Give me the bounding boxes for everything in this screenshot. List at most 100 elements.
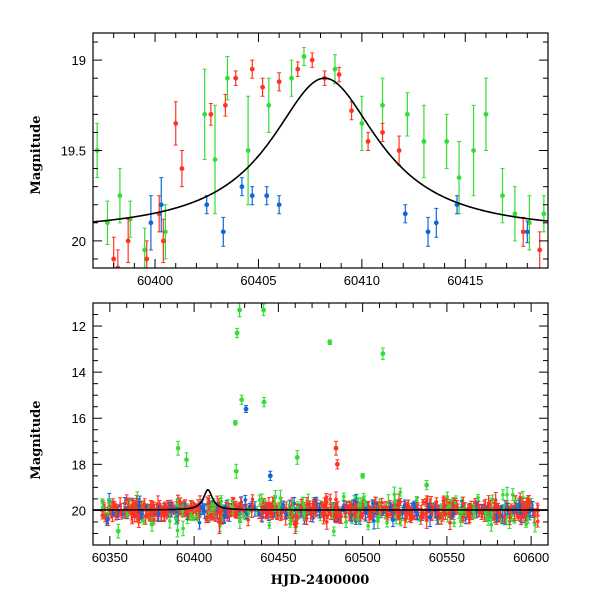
- red-data-point: [397, 511, 402, 520]
- green-data-point: [245, 95, 251, 206]
- green-data-point: [167, 513, 172, 529]
- red-data-point: [160, 218, 166, 264]
- data-point-marker: [111, 256, 117, 262]
- green-data-point: [278, 489, 283, 507]
- blue-data-point: [220, 216, 226, 247]
- data-point-marker: [366, 504, 371, 509]
- data-point-marker: [216, 519, 222, 525]
- blue-data-point: [156, 505, 161, 523]
- data-point-marker: [380, 102, 385, 108]
- data-point-marker: [334, 504, 339, 509]
- data-point-marker: [180, 509, 185, 513]
- red-outlier-point: [292, 514, 298, 534]
- green-outlier-point: [149, 516, 155, 532]
- red-data-point: [532, 508, 537, 524]
- data-point-marker: [402, 211, 408, 217]
- data-point-marker: [515, 512, 520, 517]
- red-data-point: [365, 131, 371, 151]
- data-point-marker: [232, 420, 238, 426]
- green-data-point: [125, 511, 130, 518]
- data-point-marker: [142, 247, 148, 253]
- green-data-point: [483, 77, 489, 151]
- green-data-point: [209, 504, 214, 513]
- data-point-marker: [124, 497, 129, 502]
- data-point-marker: [238, 518, 242, 523]
- green-data-point: [212, 104, 218, 215]
- green-outlier-point: [175, 440, 181, 456]
- data-point-marker: [397, 513, 402, 518]
- green-data-point: [505, 486, 510, 503]
- data-point-marker: [376, 505, 380, 510]
- data-point-marker: [452, 521, 456, 525]
- data-point-marker: [267, 523, 272, 528]
- data-point-marker: [519, 515, 523, 520]
- data-point-marker: [336, 72, 342, 77]
- data-point-marker: [398, 490, 403, 494]
- data-point-marker: [204, 202, 210, 208]
- data-point-marker: [394, 517, 398, 522]
- data-point-marker: [445, 494, 450, 499]
- data-point-marker: [451, 511, 456, 516]
- blue-data-point: [425, 216, 431, 247]
- data-point-marker: [389, 512, 393, 517]
- data-point-marker: [535, 519, 540, 524]
- red-data-point: [337, 510, 342, 523]
- data-point-marker: [363, 502, 368, 507]
- red-data-point: [205, 510, 210, 524]
- data-point-marker: [233, 75, 239, 81]
- data-point-marker: [246, 510, 251, 514]
- y-tick-label: 19.5: [61, 144, 86, 159]
- blue-data-point: [370, 499, 375, 508]
- blue-data-point: [257, 510, 262, 517]
- red-data-point: [275, 511, 280, 520]
- red-data-point: [197, 503, 202, 518]
- data-point-marker: [429, 502, 433, 506]
- data-point-marker: [418, 514, 423, 519]
- data-point-marker: [433, 220, 439, 226]
- data-point-marker: [225, 75, 230, 81]
- green-data-point: [394, 514, 399, 525]
- green-data-point: [526, 195, 532, 251]
- red-outlier-point: [216, 509, 222, 534]
- data-point-marker: [175, 445, 181, 451]
- data-point-marker: [270, 505, 275, 510]
- data-point-marker: [517, 504, 522, 509]
- data-point-marker: [501, 492, 505, 497]
- data-point-marker: [328, 497, 332, 502]
- data-point-marker: [444, 139, 450, 144]
- red-data-point: [100, 511, 105, 520]
- green-data-point: [273, 489, 278, 505]
- data-point-marker: [197, 509, 202, 513]
- data-point-marker: [518, 495, 522, 500]
- red-data-point: [299, 498, 304, 516]
- green-data-point: [181, 520, 186, 537]
- green-outlier-point: [424, 479, 430, 491]
- red-data-point: [179, 150, 185, 188]
- data-point-marker: [220, 229, 226, 235]
- data-point-marker: [396, 148, 402, 153]
- data-point-marker: [245, 148, 251, 153]
- green-outlier-point: [115, 523, 121, 539]
- data-point-marker: [537, 247, 543, 253]
- red-data-point: [438, 512, 443, 520]
- green-outlier-point: [232, 420, 238, 426]
- data-point-marker: [222, 102, 228, 108]
- data-point-marker: [264, 193, 270, 199]
- data-point-marker: [421, 139, 427, 144]
- green-data-point: [404, 92, 410, 137]
- data-point-marker: [526, 516, 530, 521]
- data-point-marker: [237, 307, 243, 313]
- green-data-point: [489, 506, 494, 522]
- green-data-point: [341, 492, 346, 501]
- green-data-point: [267, 521, 272, 529]
- data-point-marker: [354, 511, 358, 515]
- blue-data-point: [276, 195, 282, 215]
- data-point-marker: [508, 515, 512, 520]
- data-point-marker: [289, 75, 294, 81]
- red-data-point: [324, 495, 329, 509]
- data-point-marker: [327, 339, 333, 345]
- data-point-marker: [117, 193, 123, 199]
- data-point-marker: [337, 514, 342, 519]
- red-data-point: [270, 501, 275, 514]
- data-point-marker: [158, 202, 164, 208]
